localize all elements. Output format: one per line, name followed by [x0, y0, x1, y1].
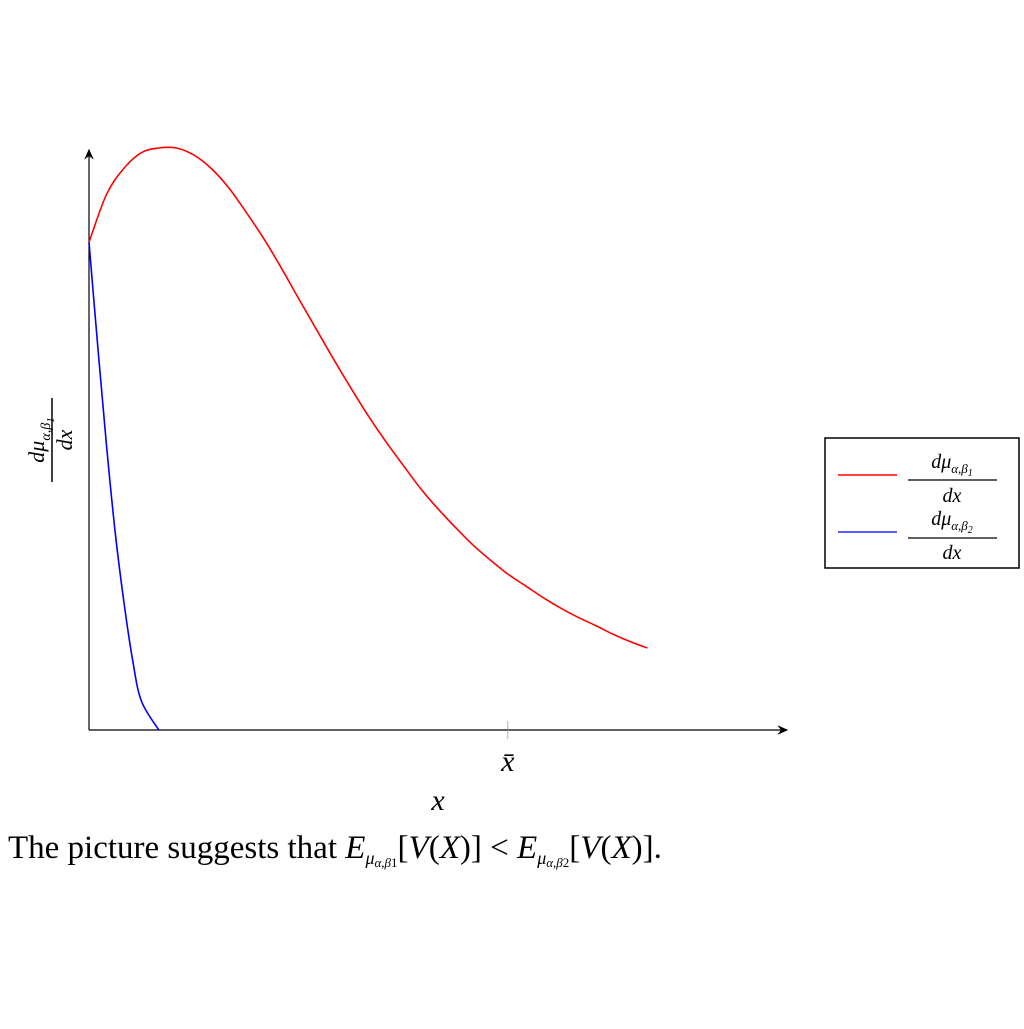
caption-lt: < — [481, 830, 518, 866]
y-axis-label-numerator: dμα,β1 — [24, 417, 57, 462]
caption-V2: V — [580, 830, 601, 866]
caption-E1: E — [345, 830, 366, 866]
caption-end: . — [653, 830, 662, 866]
svg-text:dμα,β2: dμα,β2 — [931, 508, 973, 536]
legend-label-beta2: dμα,β2 dx — [908, 508, 997, 564]
legend: dμα,β1 dx dμα,β2 dx — [824, 437, 1020, 569]
caption-br2: ] — [470, 830, 482, 866]
caption-prefix: The picture suggests that — [8, 830, 346, 866]
caption-br4: ] — [642, 830, 654, 866]
y-axis-label: dμα,β1 dx — [24, 398, 77, 482]
series-line-beta1 — [88, 146, 648, 649]
legend-label-beta1: dμα,β1 dx — [908, 451, 997, 507]
caption-br3: [ — [569, 830, 581, 866]
svg-text:dx: dx — [943, 542, 962, 564]
svg-text:dx: dx — [943, 485, 962, 507]
x-tick-label-xbar: x̄ — [500, 745, 515, 778]
x-axis-label: x — [430, 784, 445, 817]
caption-sub1: μα,β1 — [365, 848, 398, 870]
svg-text:dμα,β1: dμα,β1 — [931, 451, 973, 479]
caption-X2: X — [611, 830, 632, 866]
caption-br1: [ — [397, 830, 409, 866]
caption: The picture suggests that Eμα,β1[V(X)] <… — [8, 830, 662, 870]
y-axis-label-denominator: dx — [52, 429, 77, 450]
caption-p4: ) — [631, 830, 643, 866]
caption-X1: X — [439, 830, 460, 866]
series-line-beta2 — [88, 242, 160, 731]
caption-E2: E — [517, 830, 538, 866]
caption-V1: V — [408, 830, 429, 866]
caption-p3: ( — [600, 830, 612, 866]
caption-sub2: μα,β2 — [537, 848, 570, 870]
legend-box — [824, 437, 1020, 569]
caption-p2: ) — [459, 830, 471, 866]
caption-p1: ( — [428, 830, 440, 866]
